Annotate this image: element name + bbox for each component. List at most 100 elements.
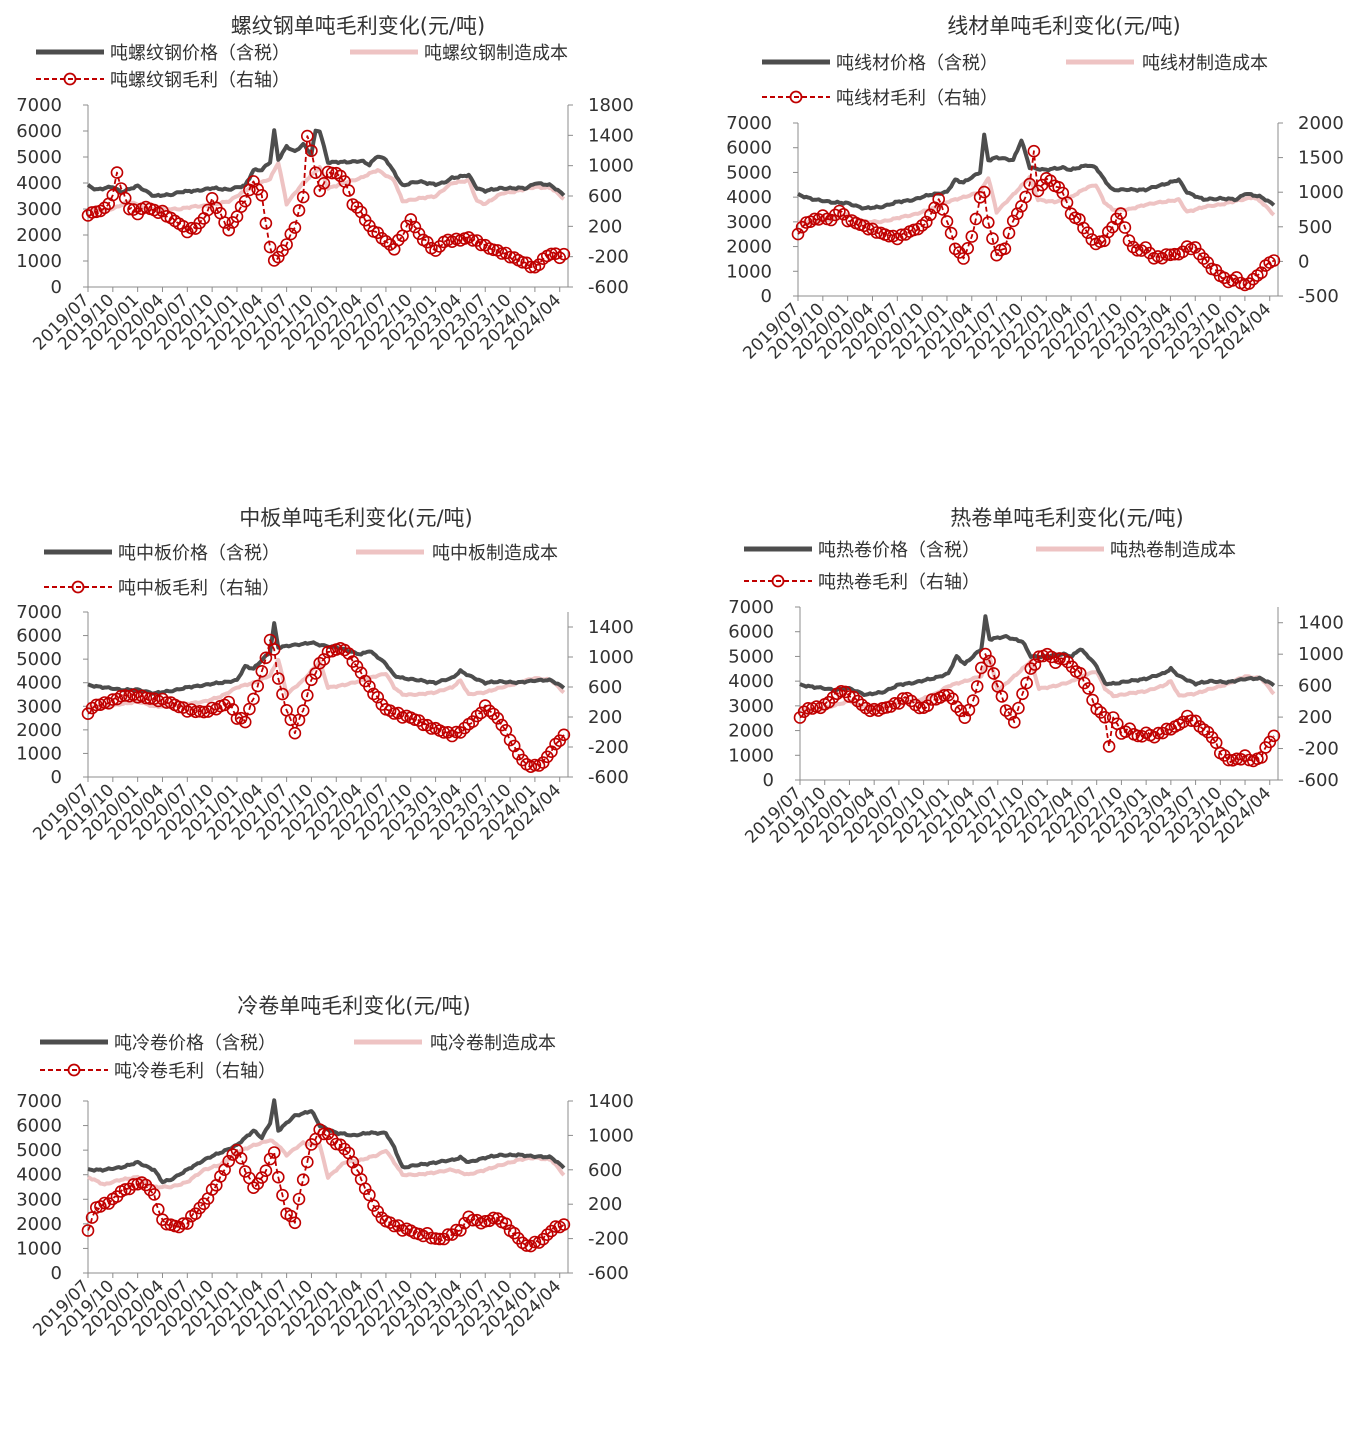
profit-point: [979, 647, 992, 661]
profit-point: [425, 1231, 438, 1245]
profit-point: [1267, 254, 1281, 267]
chart-svg: 冷卷单吨毛利变化(元/吨) 吨冷卷价格（含税） 吨冷卷制造成本 吨冷卷毛利（右轴…: [16, 994, 634, 1340]
left-tick-label: 3000: [726, 212, 772, 233]
profit-point: [847, 690, 860, 704]
profit-point: [1201, 256, 1215, 269]
profit-point: [983, 654, 996, 668]
legend-profit-label: 吨线材毛利（右轴）: [836, 88, 998, 109]
profit-point: [317, 653, 331, 666]
profit-point: [896, 692, 910, 705]
profit-point: [234, 1152, 248, 1165]
profit-point: [905, 694, 918, 708]
profit-point: [1106, 711, 1120, 724]
profit-point: [1082, 682, 1095, 695]
profit-point: [305, 144, 318, 158]
profit-point: [160, 696, 173, 709]
profit-point: [342, 184, 356, 197]
profit-point: [808, 212, 821, 226]
profit-point: [296, 1173, 310, 1186]
chart-svg: 中板单吨毛利变化(元/吨) 吨中板价格（含税） 吨中板制造成本 吨中板毛利（右轴…: [16, 506, 634, 844]
profit-point: [528, 758, 542, 772]
profit-point: [1012, 701, 1025, 715]
profit-point: [1230, 752, 1244, 766]
profit-point: [940, 215, 954, 228]
profit-point: [408, 220, 422, 234]
left-tick-label: 5000: [16, 649, 62, 670]
profit-point: [1242, 277, 1256, 290]
right-tick-label: -600: [588, 1263, 629, 1284]
profit-point: [1168, 247, 1181, 261]
right-tick-label: 1400: [588, 125, 634, 146]
profit-point: [474, 706, 488, 720]
left-tick-label: 5000: [16, 147, 62, 168]
profit-point: [549, 737, 562, 751]
profit-point: [222, 695, 235, 709]
profit-point: [420, 718, 434, 732]
profit-point: [325, 166, 339, 180]
profit-point: [160, 1217, 173, 1231]
left-tick-label: 0: [761, 286, 772, 307]
chart-title: 中板单吨毛利变化(元/吨): [239, 506, 472, 530]
plot-area: 7000 6000 5000 4000 3000 2000 1000 0 1800 1400 100…: [16, 95, 634, 354]
legend-profit-label: 吨螺纹钢毛利（右轴）: [110, 70, 290, 91]
profit-point: [545, 745, 558, 759]
legend-price-label: 吨中板价格（含税）: [118, 543, 280, 564]
profit-point: [1188, 241, 1202, 254]
left-tick-label: 3000: [16, 199, 62, 220]
chart-panel-hot-rolled: 热卷单吨毛利变化(元/吨) 吨热卷价格（含税） 吨热卷制造成本 吨热卷毛利（右轴…: [690, 492, 1350, 952]
profit-point: [950, 700, 963, 713]
right-tick-label: 200: [1298, 707, 1332, 728]
left-tick-label: 3000: [16, 1189, 62, 1210]
left-tick-label: 7000: [728, 597, 774, 618]
profit-point: [1049, 656, 1062, 669]
chart-panel-rebar: 螺纹钢单吨毛利变化(元/吨) 吨螺纹钢价格（含税） 吨螺纹钢制造成本 吨螺纹钢毛…: [0, 0, 660, 460]
profit-point: [1217, 271, 1231, 285]
right-tick-label: 1400: [588, 617, 634, 638]
profit-point: [288, 1216, 302, 1230]
profit-point: [1053, 652, 1066, 665]
profit-point: [288, 221, 302, 234]
legend-profit-marker: [71, 580, 85, 594]
profit-point: [292, 204, 306, 217]
profit-point: [143, 1183, 157, 1197]
profit-point: [90, 698, 103, 712]
right-tick-label: -600: [588, 767, 629, 788]
profit-point: [118, 689, 132, 702]
profit-point: [181, 225, 194, 239]
profit-point: [851, 694, 864, 708]
profit-point: [454, 726, 467, 739]
chart-panel-wire-rod: 线材单吨毛利变化(元/吨) 吨线材价格（含税） 吨线材制造成本 吨线材毛利（右轴…: [690, 0, 1350, 460]
profit-point: [491, 712, 505, 725]
right-tick-label: 1800: [588, 95, 634, 116]
profit-point: [833, 204, 846, 218]
profit-point: [857, 219, 871, 233]
right-tick-label: -600: [1298, 770, 1339, 791]
left-tick-label: 2000: [728, 721, 774, 742]
profit-point: [296, 704, 310, 717]
profit-point: [797, 705, 811, 718]
profit-point: [391, 706, 405, 720]
profit-point: [549, 1220, 562, 1233]
right-tick-label: 1400: [1298, 613, 1344, 634]
profit-point: [557, 247, 571, 261]
profit-point: [812, 213, 825, 226]
right-tick-label: -200: [588, 1229, 629, 1250]
profit-point: [238, 194, 252, 208]
profit-point: [466, 1213, 480, 1227]
profit-point: [1032, 650, 1046, 663]
plot-area: 7000600050004000300020001000020001500100…: [726, 113, 1344, 363]
profit-point: [487, 243, 500, 257]
profit-point: [267, 254, 281, 267]
profit-point: [1185, 714, 1198, 727]
profit-point: [193, 1201, 206, 1215]
profit-point: [987, 667, 1001, 680]
left-tick-label: 5000: [728, 646, 774, 667]
profit-point: [1006, 214, 1020, 228]
profit-point: [284, 227, 298, 241]
left-tick-label: 2000: [726, 237, 772, 258]
profit-point: [921, 699, 934, 712]
left-tick-label: 6000: [16, 626, 62, 647]
left-tick-label: 1000: [726, 261, 772, 282]
right-tick-label: 500: [1298, 217, 1332, 238]
profit-point: [487, 707, 500, 721]
